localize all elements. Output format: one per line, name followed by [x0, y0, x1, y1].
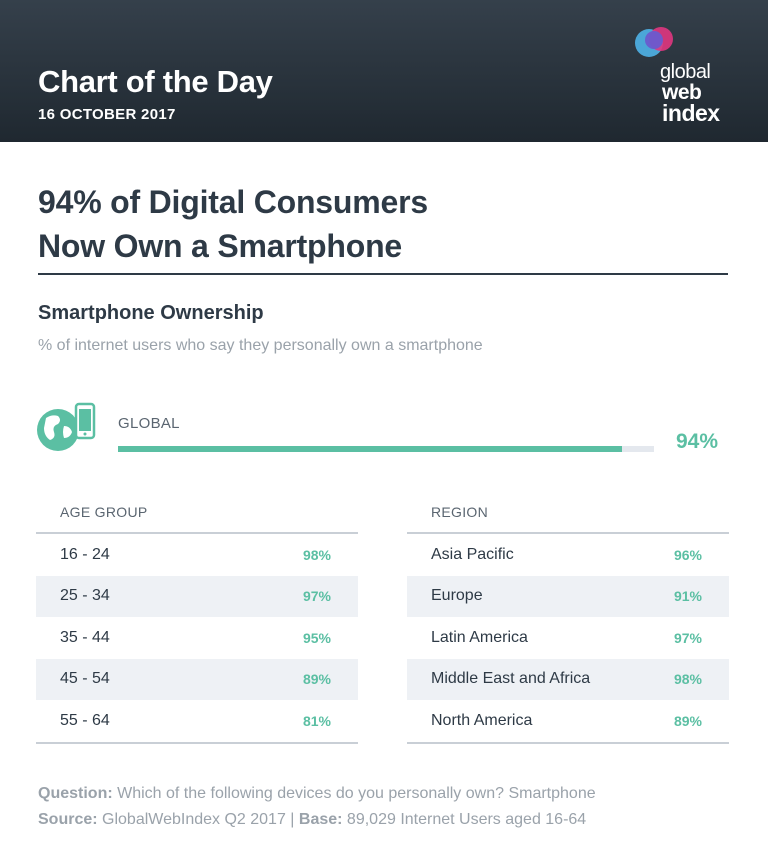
table-row: Europe 91%	[407, 575, 729, 617]
table-bottom-rule	[407, 741, 729, 744]
row-label: 25 - 34	[60, 587, 110, 605]
row-label: 45 - 54	[60, 670, 110, 688]
table-row: 35 - 44 95%	[36, 617, 358, 659]
row-label: North America	[431, 711, 533, 729]
table-row: 55 - 64 81%	[36, 700, 358, 742]
source-note: Source: GlobalWebIndex Q2 2017 | Base: 8…	[38, 811, 586, 829]
row-value: 89%	[302, 671, 331, 688]
chart-subtitle: % of internet users who say they persona…	[38, 337, 483, 354]
row-value: 96%	[673, 546, 702, 563]
row-value: 97%	[673, 629, 702, 646]
headline-line-1: 94% of Digital Consumers	[38, 184, 428, 220]
question-label: Question:	[38, 785, 113, 802]
global-bar-track	[118, 446, 654, 452]
logo-word-web: web	[662, 81, 702, 104]
table-row: Middle East and Africa 98%	[407, 658, 729, 700]
headline: 94% of Digital Consumers Now Own a Smart…	[38, 180, 638, 268]
table-row: Asia Pacific 96%	[407, 534, 729, 576]
source-label: Source:	[38, 811, 98, 828]
row-value: 98%	[673, 671, 702, 688]
question-note: Question: Which of the following devices…	[38, 785, 596, 803]
row-value: 95%	[302, 629, 331, 646]
row-value: 97%	[302, 588, 331, 605]
row-label: Middle East and Africa	[431, 670, 591, 688]
chart-date: 16 OCTOBER 2017	[38, 106, 176, 123]
globalwebindex-logo: global web index	[632, 24, 742, 128]
row-label: 35 - 44	[60, 628, 110, 646]
region-header: REGION	[407, 500, 729, 534]
table-row: 45 - 54 89%	[36, 658, 358, 700]
table-row: 16 - 24 98%	[36, 534, 358, 576]
base-text: 89,029 Internet Users aged 16-64	[342, 811, 587, 828]
region-table: REGION Asia Pacific 96% Europe 91% Latin A…	[407, 500, 729, 744]
headline-line-2: Now Own a Smartphone	[38, 228, 403, 264]
globe-and-phone-icon	[37, 402, 96, 451]
chart-of-the-day-title: Chart of the Day	[38, 64, 273, 99]
global-value: 94%	[676, 430, 719, 453]
row-label: 55 - 64	[60, 711, 110, 729]
row-label: Latin America	[431, 628, 528, 646]
base-label: Base:	[298, 811, 343, 828]
row-value: 98%	[302, 546, 331, 563]
table-row: 25 - 34 97%	[36, 575, 358, 617]
global-label: GLOBAL	[118, 415, 180, 432]
chart-title: Smartphone Ownership	[38, 302, 264, 324]
table-row: North America 89%	[407, 700, 729, 742]
source-text: GlobalWebIndex Q2 2017 |	[97, 811, 299, 828]
row-value: 91%	[673, 588, 702, 605]
row-value: 81%	[302, 712, 331, 729]
table-row: Latin America 97%	[407, 617, 729, 659]
table-bottom-rule	[36, 741, 358, 744]
global-bar-fill	[118, 446, 622, 452]
question-text: Which of the following devices do you pe…	[112, 785, 596, 802]
age-group-header: AGE GROUP	[36, 500, 358, 534]
age-group-table: AGE GROUP 16 - 24 98% 25 - 34 97% 35 - 44 9…	[36, 500, 358, 744]
row-label: 16 - 24	[60, 545, 110, 563]
row-value: 89%	[673, 712, 702, 729]
headline-divider	[38, 273, 728, 275]
row-label: Asia Pacific	[431, 545, 514, 563]
row-label: Europe	[431, 587, 483, 605]
logo-circles-icon	[635, 27, 673, 57]
logo-word-global: global	[660, 61, 711, 83]
header-banner: Chart of the Day 16 OCTOBER 2017 global …	[0, 0, 768, 142]
logo-word-index: index	[662, 100, 720, 126]
